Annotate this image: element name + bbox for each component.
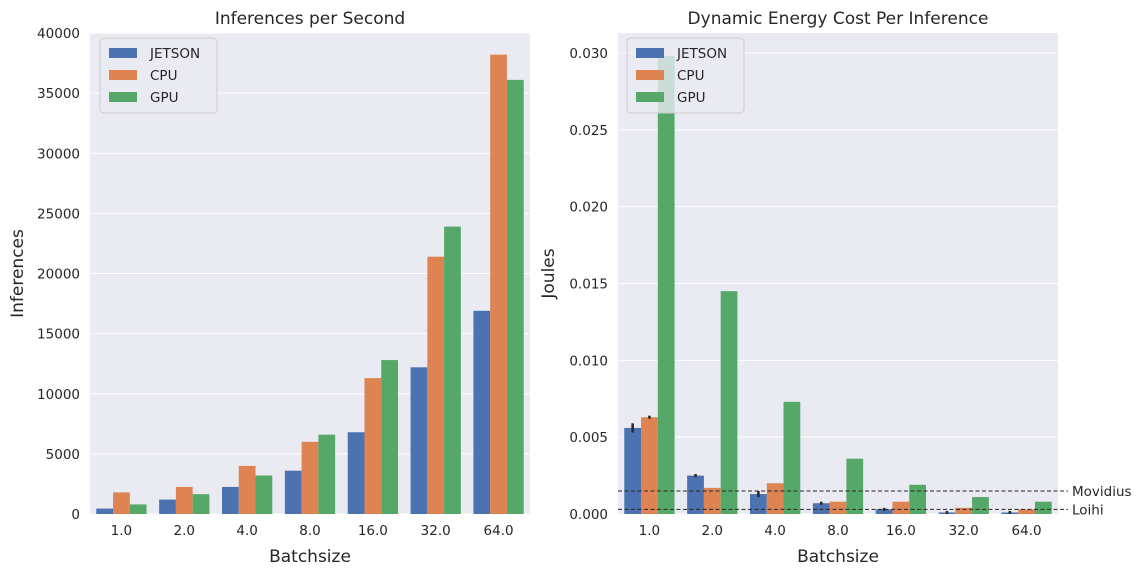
legend: JETSON CPU GPU bbox=[626, 37, 745, 114]
bar-jetson bbox=[159, 499, 176, 514]
bar-gpu bbox=[192, 494, 210, 514]
bar-jetson bbox=[222, 486, 239, 514]
y-tick-label: 0.015 bbox=[569, 276, 608, 292]
bar-jetson bbox=[687, 475, 704, 514]
bar-cpu bbox=[427, 256, 445, 514]
bar-gpu bbox=[846, 458, 864, 514]
bar-cpu bbox=[829, 501, 847, 514]
bar-gpu bbox=[444, 226, 461, 515]
legend-swatch-gpu bbox=[636, 92, 664, 102]
y-tick-label: 35000 bbox=[37, 86, 80, 102]
x-tick-label: 32.0 bbox=[949, 523, 979, 539]
bar-gpu bbox=[657, 56, 675, 514]
x-tick-label: 2.0 bbox=[702, 523, 723, 539]
legend: JETSON CPU GPU bbox=[99, 37, 218, 114]
legend-label: CPU bbox=[150, 68, 177, 84]
y-tick-label: 20000 bbox=[37, 267, 80, 283]
legend-swatch-cpu bbox=[636, 70, 664, 80]
bar-gpu bbox=[972, 497, 989, 514]
bar-gpu bbox=[783, 401, 801, 514]
x-tick-label: 4.0 bbox=[764, 523, 785, 539]
y-tick-label: 0.030 bbox=[569, 46, 608, 62]
bar-cpu bbox=[892, 501, 910, 514]
x-tick-label: 1.0 bbox=[111, 523, 132, 539]
x-axis-label: Batchsize bbox=[269, 547, 351, 567]
x-tick-label: 8.0 bbox=[827, 523, 848, 539]
reference-line-label: Movidius bbox=[1072, 484, 1132, 500]
bar-cpu bbox=[301, 441, 319, 514]
x-tick-label: 8.0 bbox=[299, 523, 320, 539]
bar-cpu bbox=[238, 465, 256, 514]
reference-line-label: Loihi bbox=[1072, 502, 1104, 518]
y-tick-label: 30000 bbox=[37, 146, 80, 162]
y-tick-label: 0.010 bbox=[569, 353, 608, 369]
bar-cpu bbox=[1018, 509, 1035, 514]
x-tick-label: 4.0 bbox=[236, 523, 257, 539]
bar-jetson bbox=[96, 508, 114, 514]
x-tick-label: 2.0 bbox=[174, 523, 195, 539]
bar-cpu bbox=[703, 487, 721, 514]
legend-label: GPU bbox=[150, 90, 178, 106]
legend-label: JETSON bbox=[676, 46, 727, 62]
bar-gpu bbox=[909, 484, 926, 514]
bar-jetson bbox=[347, 432, 365, 514]
legend-swatch-jetson bbox=[109, 48, 137, 58]
y-tick-label: 0 bbox=[71, 507, 80, 523]
y-axis-label: Inferences bbox=[8, 229, 28, 318]
y-tick-label: 5000 bbox=[46, 447, 80, 463]
bar-jetson bbox=[624, 427, 642, 514]
x-axis-label: Batchsize bbox=[797, 547, 879, 567]
legend-swatch-gpu bbox=[109, 92, 137, 102]
chart-title: Dynamic Energy Cost Per Inference bbox=[688, 9, 989, 29]
x-tick-label: 32.0 bbox=[421, 523, 451, 539]
bar-cpu bbox=[175, 486, 193, 514]
y-tick-label: 0.005 bbox=[569, 430, 608, 446]
y-tick-label: 40000 bbox=[37, 26, 80, 42]
y-tick-label: 0.020 bbox=[569, 200, 608, 216]
bar-jetson bbox=[812, 503, 830, 514]
x-tick-label: 16.0 bbox=[358, 523, 388, 539]
legend-label: GPU bbox=[677, 90, 705, 106]
bar-jetson bbox=[473, 310, 491, 514]
bar-gpu bbox=[1034, 501, 1052, 514]
bar-gpu bbox=[255, 475, 273, 514]
bar-cpu bbox=[641, 417, 658, 514]
x-tick-label: 64.0 bbox=[1012, 523, 1042, 539]
bar-gpu bbox=[506, 79, 524, 515]
y-tick-label: 10000 bbox=[37, 387, 80, 403]
bar-jetson bbox=[410, 367, 428, 514]
bar-gpu bbox=[720, 291, 738, 514]
bar-cpu bbox=[113, 492, 130, 514]
y-tick-label: 25000 bbox=[37, 206, 80, 222]
bar-cpu bbox=[490, 54, 507, 515]
legend-swatch-cpu bbox=[109, 70, 137, 80]
bar-gpu bbox=[129, 504, 147, 514]
legend-label: JETSON bbox=[149, 46, 200, 62]
bar-gpu bbox=[318, 434, 336, 514]
y-tick-label: 0.000 bbox=[569, 507, 608, 523]
y-tick-label: 15000 bbox=[37, 327, 80, 343]
bar-cpu bbox=[955, 507, 973, 514]
x-tick-label: 1.0 bbox=[639, 523, 660, 539]
y-tick-label: 0.025 bbox=[569, 123, 608, 139]
x-tick-label: 64.0 bbox=[484, 523, 514, 539]
x-tick-label: 16.0 bbox=[886, 523, 916, 539]
chart-title: Inferences per Second bbox=[215, 9, 405, 29]
bar-jetson bbox=[284, 470, 302, 514]
bar-gpu bbox=[381, 360, 398, 514]
legend-label: CPU bbox=[677, 68, 704, 84]
bar-jetson bbox=[875, 509, 893, 514]
inferences-chart: 0 5000 10000 15000 20000 25000 30000 35000 40000… bbox=[8, 9, 530, 567]
y-axis-label: Joules bbox=[539, 248, 559, 299]
legend-swatch-jetson bbox=[636, 48, 664, 58]
energy-chart: 0.000 0.005 0.010 0.015 0.020 0.025 0.030 1.0 2.… bbox=[539, 9, 1132, 567]
bar-cpu bbox=[364, 378, 382, 514]
